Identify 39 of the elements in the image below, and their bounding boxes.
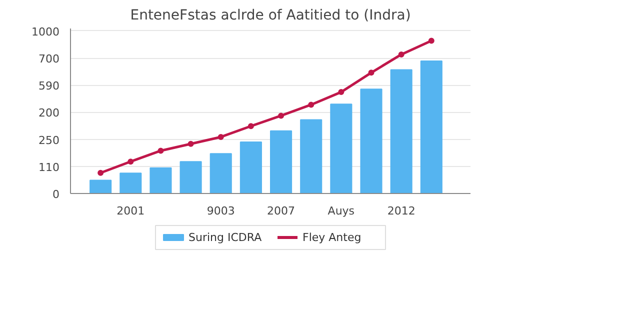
x-tick-label: Auys [328,204,355,218]
text: 250 [38,134,60,147]
bar [120,172,142,194]
bar [90,180,112,194]
point [398,51,404,58]
x-tick-label: 2007 [267,204,296,218]
legend-label: Suring ICDRA [188,231,262,244]
text: 0 [52,188,60,201]
bar [300,119,322,194]
text: 200 [38,106,60,120]
point [188,140,194,147]
x-tick-label: 2001 [116,204,145,218]
point [308,102,314,108]
legend-label: Fley Anteg [302,231,362,244]
point [278,112,284,119]
point [428,38,434,44]
bar [360,88,382,194]
bar [420,60,442,194]
bar [180,161,202,194]
point [128,158,134,165]
point [98,170,104,176]
bar [330,104,352,194]
bar [390,69,412,194]
text: 1000 [32,25,60,38]
bar [270,130,292,194]
point [248,123,254,130]
bar [150,167,172,194]
bar [240,142,262,194]
text: 590 [38,80,60,93]
bar [210,153,232,194]
x-tick-label: 9003 [206,204,235,218]
x-tick-label: 2012 [387,204,416,218]
point [368,70,374,76]
point [218,134,224,140]
text: 700 [38,52,60,66]
chart-title: EnteneFstas aclrde of Aatitied to (Indra) [130,8,411,24]
text: 110 [38,160,60,174]
point [338,89,344,96]
point [158,148,164,154]
